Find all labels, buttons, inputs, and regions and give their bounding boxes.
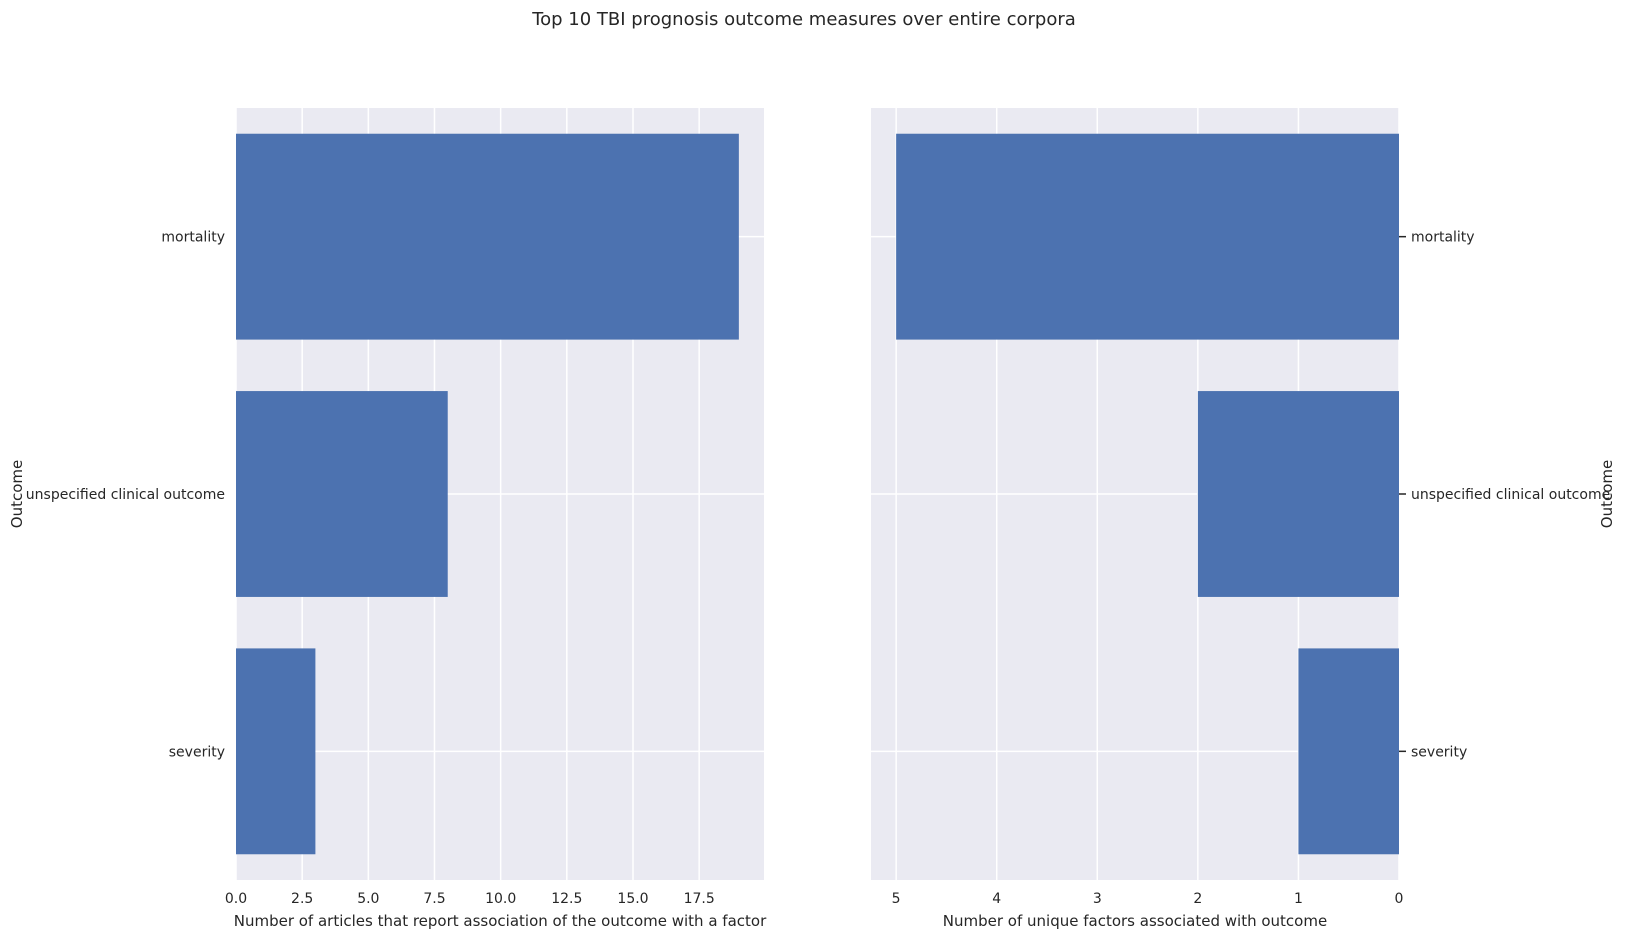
right-y-tick-label: mortality — [1411, 230, 1475, 246]
right-y-tick-label: unspecified clinical outcome — [1411, 487, 1610, 503]
left-x-tick-label: 17.5 — [684, 891, 715, 907]
left-bar-1 — [236, 391, 448, 597]
left-x-tick-label: 5.0 — [357, 891, 379, 907]
right-x-tick-label: 0 — [1395, 891, 1404, 907]
left-bar-0 — [236, 133, 739, 340]
right-y-axis-label: Outcome — [1598, 460, 1616, 528]
right-x-tick-label: 3 — [1093, 891, 1102, 907]
right-x-tick-label: 4 — [992, 891, 1001, 907]
left-panel: 0.0 2.5 5.0 7.5 10.0 12.5 15.0 17.5 mortality uns… — [8, 108, 767, 930]
right-x-tick-label: 2 — [1193, 891, 1202, 907]
left-x-tick-label: 12.5 — [551, 891, 582, 907]
left-x-tick-label: 10.0 — [485, 891, 516, 907]
right-x-axis-label: Number of unique factors associated with… — [943, 912, 1327, 930]
right-bar-1 — [1197, 391, 1399, 597]
left-y-axis-label: Outcome — [8, 460, 26, 528]
left-x-tick-label: 7.5 — [423, 891, 445, 907]
left-x-tick-label: 2.5 — [291, 891, 313, 907]
right-bar-0 — [896, 133, 1399, 340]
right-bar-2 — [1298, 648, 1399, 855]
right-x-tick-label: 5 — [892, 891, 901, 907]
left-y-tick-label: unspecified clinical outcome — [26, 487, 225, 503]
left-x-tick-label: 0.0 — [225, 891, 247, 907]
left-x-axis-label: Number of articles that report associati… — [234, 912, 767, 930]
right-panel: 5 4 3 2 1 0 mortality unspecified clinical outc… — [871, 108, 1616, 930]
left-y-tick-label: mortality — [161, 230, 225, 246]
left-x-tick-label: 15.0 — [617, 891, 648, 907]
chart-title: Top 10 TBI prognosis outcome measures ov… — [531, 9, 1076, 30]
left-y-tick-label: severity — [169, 744, 225, 760]
right-x-tick-label: 1 — [1294, 891, 1303, 907]
left-bar-2 — [236, 648, 316, 855]
right-y-tick-label: severity — [1411, 744, 1467, 760]
